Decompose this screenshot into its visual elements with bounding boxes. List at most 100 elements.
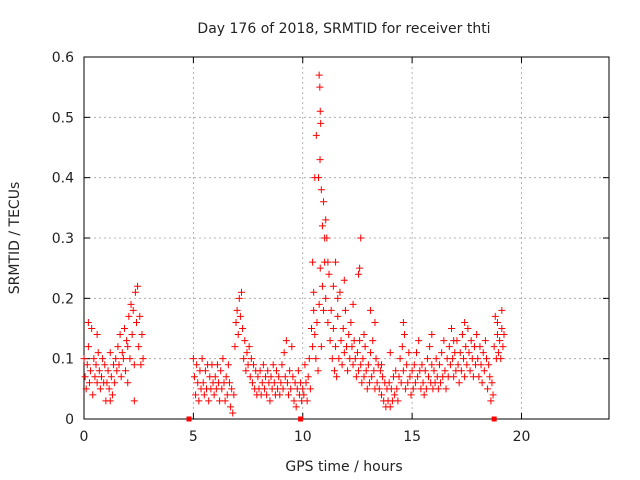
x-tick-label: 15 [403,429,421,445]
data-point [360,373,368,381]
data-point [316,83,324,91]
data-point [218,385,226,393]
data-point [106,349,114,357]
data-point [497,355,505,363]
data-point [461,373,469,381]
data-point [310,288,318,296]
data-point [312,131,320,139]
data-point [360,331,368,339]
data-point [130,361,138,369]
y-tick-label: 0.3 [52,231,74,247]
baseline-marker [186,416,192,422]
data-point [133,318,140,326]
data-point [311,174,319,182]
data-point [317,186,325,194]
data-point [409,385,417,393]
data-point [117,373,125,381]
data-point [263,391,271,399]
data-point [304,373,312,381]
data-point [286,367,294,375]
data-point [277,379,285,387]
data-point [290,397,298,405]
data-point [266,397,274,405]
data-point [312,355,320,363]
data-point [341,306,349,314]
data-point [313,318,321,326]
data-point [106,397,114,405]
data-point [329,282,337,290]
data-point [94,349,102,357]
data-point [407,391,415,399]
data-point [325,270,333,278]
data-point [448,325,455,332]
data-point [338,361,346,369]
data-point [317,119,325,127]
data-point [138,331,146,339]
data-point [487,397,495,405]
data-point [98,373,105,381]
data-point [339,325,347,332]
data-point [367,306,375,314]
data-point [235,294,243,302]
data-point [137,361,145,369]
data-point [376,367,384,375]
data-point [318,282,326,290]
data-point [281,373,289,381]
data-point [410,361,418,369]
data-point [250,361,258,369]
data-point [477,361,485,369]
data-point [351,355,359,363]
data-point [434,385,442,393]
data-point [81,373,89,381]
data-point [83,361,91,369]
data-point [258,379,266,387]
data-point [231,343,239,351]
data-point [373,379,381,387]
data-point [493,331,501,339]
data-point [466,367,474,375]
data-point [300,391,308,399]
data-point [239,325,247,332]
data-point [123,337,131,345]
data-point [337,337,345,345]
data-point [370,367,378,375]
data-point [131,288,139,296]
data-point [450,373,458,381]
data-point [80,355,88,363]
data-point [419,379,427,387]
data-point [355,367,363,375]
grid-lines [84,57,609,419]
y-tick-label: 0.2 [52,291,74,307]
data-point [378,391,385,399]
data-point [394,397,402,405]
data-point [479,349,487,357]
data-point [190,373,198,381]
data-point [305,355,313,363]
data-point [269,361,277,369]
axis-ticks: 0 5 10 15 20 0 0.1 0.2 0.3 0.4 0.5 0.6 [52,50,609,445]
data-point [242,367,250,375]
data-point [450,337,458,345]
data-point [345,331,353,339]
data-point [247,355,255,363]
data-point [213,361,221,369]
data-point [118,349,126,357]
data-point [108,391,116,399]
data-point [336,288,344,296]
baseline-marker [491,416,497,422]
data-point [428,361,436,369]
data-point [88,325,96,332]
data-point [201,367,209,375]
data-point [276,391,284,399]
data-point [415,337,423,345]
data-point [456,349,464,357]
data-point [368,373,376,381]
data-point [324,258,332,266]
data-point [320,198,328,206]
data-point [278,361,286,369]
data-point [500,331,508,339]
data-point [423,355,431,363]
data-point [124,379,132,387]
data-point [116,331,124,339]
data-point [103,379,111,387]
